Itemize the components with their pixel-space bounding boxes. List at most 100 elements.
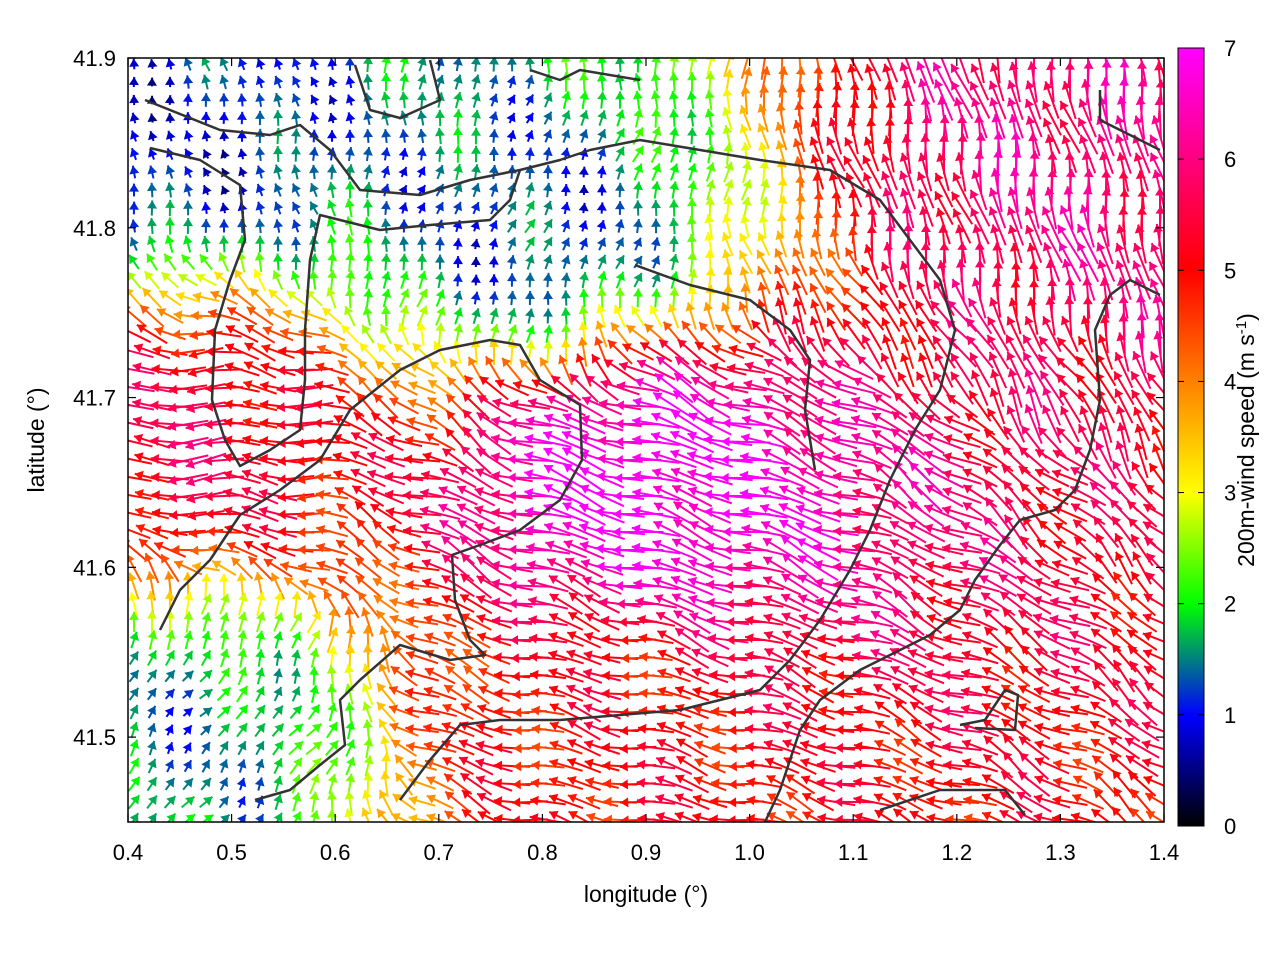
wind-arrow — [199, 688, 213, 700]
wind-arrow — [434, 219, 445, 233]
wind-arrow — [757, 122, 770, 150]
wind-arrow — [1135, 96, 1146, 140]
wind-arrow — [1069, 630, 1107, 650]
wind-arrow — [1033, 794, 1071, 809]
wind-arrow — [940, 58, 954, 85]
wind-arrow — [273, 110, 284, 126]
wind-arrow — [182, 742, 192, 754]
wind-arrow — [1064, 61, 1075, 103]
wind-arrow — [1143, 536, 1164, 555]
wind-arrow — [805, 335, 831, 369]
wind-arrow — [345, 75, 356, 89]
wind-arrow — [219, 740, 229, 756]
wind-arrow — [216, 686, 232, 702]
wind-arrow — [1049, 614, 1091, 628]
wind-arrow — [230, 556, 254, 580]
wind-arrow — [1039, 370, 1065, 406]
wind-arrow — [1130, 389, 1154, 423]
wind-arrow — [527, 577, 569, 593]
wind-arrow — [638, 633, 674, 645]
wind-arrow — [835, 724, 873, 735]
wind-arrow — [962, 501, 998, 527]
wind-arrow — [569, 373, 599, 403]
wind-arrow — [1007, 79, 1024, 121]
wind-arrow — [201, 612, 212, 632]
wind-arrow — [529, 651, 567, 662]
wind-arrow — [146, 776, 158, 792]
wind-arrow — [1097, 334, 1114, 370]
wind-arrow — [488, 338, 499, 366]
wind-arrow — [452, 256, 463, 268]
wind-arrow — [488, 111, 499, 125]
wind-arrow — [959, 559, 1001, 575]
wind-arrow — [390, 380, 418, 396]
wind-arrow — [291, 201, 301, 215]
wind-arrow — [632, 237, 643, 251]
wind-arrow — [344, 198, 355, 218]
wind-arrow — [1017, 703, 1051, 721]
wind-arrow — [219, 219, 230, 233]
wind-arrow — [132, 416, 172, 431]
wind-arrow — [942, 670, 982, 681]
wind-arrow — [847, 63, 859, 101]
wind-arrow — [941, 705, 983, 716]
wind-arrow — [632, 218, 643, 234]
wind-arrow — [476, 575, 512, 597]
wind-arrow — [578, 202, 589, 214]
x-axis-label: longitude (°) — [584, 881, 708, 907]
wind-arrow — [1017, 771, 1051, 797]
wind-arrow — [167, 436, 209, 450]
wind-arrow — [524, 290, 535, 306]
wind-arrow — [372, 559, 400, 577]
wind-arrow — [686, 91, 697, 109]
wind-arrow — [224, 343, 260, 361]
wind-arrow — [923, 523, 965, 539]
wind-arrow — [389, 597, 419, 609]
wind-arrow — [625, 324, 651, 344]
wind-arrow — [916, 171, 935, 209]
wind-arrow — [825, 301, 847, 331]
wind-arrow — [462, 648, 490, 668]
wind-arrow — [1018, 446, 1050, 474]
wind-arrow — [129, 237, 139, 251]
wind-arrow — [129, 94, 140, 106]
wind-arrow — [694, 341, 726, 363]
wind-arrow — [721, 231, 734, 257]
wind-arrow — [908, 684, 944, 704]
wind-arrow — [568, 591, 600, 617]
wind-arrow — [129, 183, 140, 197]
wind-arrow — [531, 705, 565, 716]
wind-arrow — [810, 154, 825, 190]
wind-arrow — [780, 58, 784, 80]
wind-arrow — [1064, 295, 1075, 337]
wind-arrow — [508, 580, 552, 591]
wind-arrow — [986, 334, 1010, 370]
wind-arrow — [389, 614, 419, 629]
wind-arrow — [476, 722, 512, 736]
wind-arrow — [668, 90, 679, 110]
wind-arrow — [1113, 370, 1135, 406]
wind-arrow — [758, 141, 768, 167]
wind-arrow — [636, 759, 676, 770]
wind-arrow — [762, 595, 802, 613]
wind-arrow — [1118, 313, 1129, 355]
wind-arrow — [566, 701, 602, 723]
wind-arrow — [1109, 697, 1139, 727]
wind-arrow — [984, 496, 1012, 532]
wind-arrow — [869, 630, 911, 650]
wind-arrow — [1134, 224, 1147, 264]
wind-arrow — [381, 58, 392, 74]
wind-arrow — [220, 813, 231, 822]
wind-arrow — [986, 316, 1010, 352]
wind-arrow — [782, 630, 818, 650]
wind-arrow — [488, 58, 499, 72]
wind-arrow — [390, 739, 418, 757]
wind-arrow — [408, 795, 436, 807]
wind-arrow — [763, 394, 801, 418]
wind-arrow — [910, 738, 942, 758]
wind-arrow — [183, 630, 194, 650]
wind-arrow — [741, 524, 787, 538]
wind-arrow — [158, 289, 182, 307]
wind-arrow — [129, 812, 139, 822]
wind-arrow — [778, 485, 822, 507]
